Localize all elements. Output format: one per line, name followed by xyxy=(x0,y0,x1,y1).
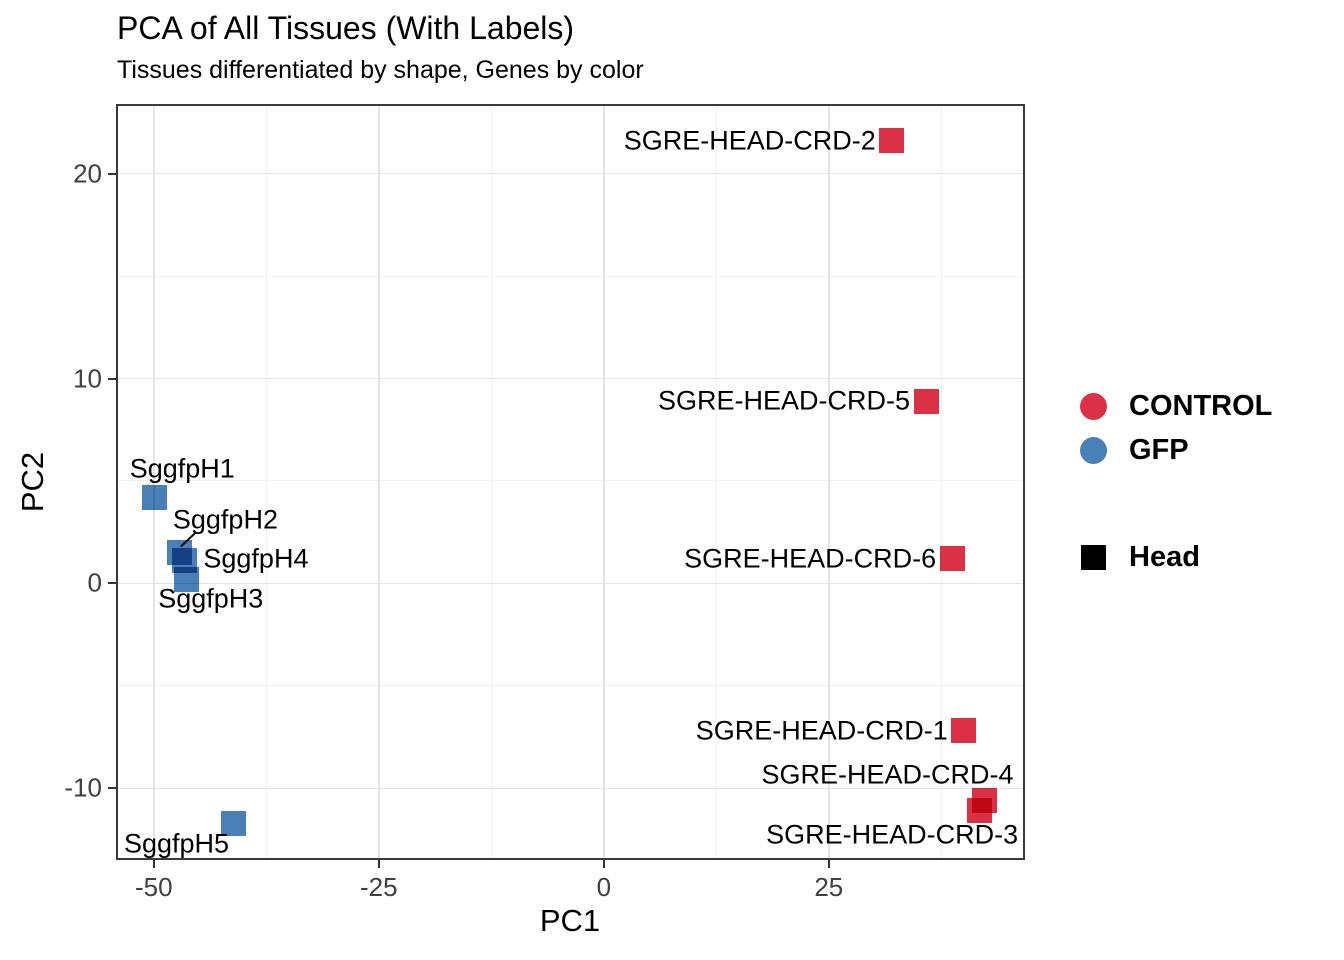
data-point-sgre-head-crd-2 xyxy=(879,128,905,154)
chart-subtitle: Tissues differentiated by shape, Genes b… xyxy=(117,56,644,84)
x-tick-mark xyxy=(377,860,380,868)
legend-color-group: CONTROL GFP xyxy=(1080,384,1272,472)
point-label-sggfph2: SggfpH2 xyxy=(172,504,278,535)
y-minor-gridline xyxy=(116,685,1025,687)
point-label-sgre-head-crd-6: SGRE-HEAD-CRD-6 xyxy=(684,543,937,574)
x-minor-gridline xyxy=(265,104,267,860)
x-major-gridline xyxy=(378,104,380,860)
x-major-gridline xyxy=(153,104,155,860)
data-point-sgre-head-crd-6 xyxy=(939,546,965,572)
circle-icon xyxy=(1080,436,1107,464)
panel-border xyxy=(116,104,1025,860)
legend-label: GFP xyxy=(1129,433,1189,466)
y-tick-label: 10 xyxy=(73,363,102,394)
x-tick-mark xyxy=(602,860,605,868)
y-tick-mark xyxy=(108,172,116,175)
data-point-sggfph3 xyxy=(173,566,199,592)
x-major-gridline xyxy=(603,104,605,860)
legend-shape-group: Head xyxy=(1080,535,1272,579)
point-label-sgre-head-crd-1: SGRE-HEAD-CRD-1 xyxy=(695,715,948,746)
circle-icon xyxy=(1080,392,1107,420)
y-axis-title: PC2 xyxy=(15,451,50,513)
y-tick-label: 0 xyxy=(87,567,102,598)
point-label-sgre-head-crd-4: SGRE-HEAD-CRD-4 xyxy=(761,759,1014,790)
y-minor-gridline xyxy=(116,480,1025,482)
x-tick-mark xyxy=(827,860,830,868)
y-tick-label: 20 xyxy=(73,158,102,189)
point-label-sgre-head-crd-5: SGRE-HEAD-CRD-5 xyxy=(657,385,910,416)
x-tick-mark xyxy=(152,860,155,868)
point-label-sggfph5: SggfpH5 xyxy=(124,828,230,859)
y-tick-mark xyxy=(108,582,116,585)
x-tick-label: 25 xyxy=(814,872,844,902)
x-minor-gridline xyxy=(940,104,942,860)
data-point-sgre-head-crd-3 xyxy=(966,798,992,824)
y-major-gridline xyxy=(116,377,1025,380)
legend-entry-control: CONTROL xyxy=(1080,384,1272,428)
chart-title: PCA of All Tissues (With Labels) xyxy=(117,10,575,46)
data-point-sggfph1 xyxy=(142,484,168,510)
data-point-sgre-head-crd-1 xyxy=(951,718,977,744)
y-minor-gridline xyxy=(116,275,1025,277)
y-tick-mark xyxy=(108,377,116,380)
y-major-gridline xyxy=(116,582,1025,585)
y-major-gridline xyxy=(116,787,1025,790)
x-minor-gridline xyxy=(715,104,717,860)
y-tick-mark xyxy=(108,787,116,790)
point-label-sggfph3: SggfpH3 xyxy=(158,583,264,614)
x-axis-title: PC1 xyxy=(539,903,601,938)
data-point-sgre-head-crd-5 xyxy=(913,388,939,414)
y-tick-label: -10 xyxy=(64,772,102,803)
x-minor-gridline xyxy=(490,104,492,860)
legend-entry-head: Head xyxy=(1080,535,1272,579)
x-major-gridline xyxy=(828,104,830,860)
data-point-sggfph5 xyxy=(220,810,246,836)
point-label-sgre-head-crd-3: SGRE-HEAD-CRD-3 xyxy=(766,819,1019,850)
point-label-sggfph4: SggfpH4 xyxy=(203,543,309,574)
y-major-gridline xyxy=(116,172,1025,175)
square-icon xyxy=(1081,544,1106,570)
legend-entry-gfp: GFP xyxy=(1080,428,1272,472)
x-tick-label: -25 xyxy=(360,872,398,902)
x-tick-label: 0 xyxy=(596,872,612,902)
legend-label: Head xyxy=(1129,540,1200,573)
point-label-sgre-head-crd-2: SGRE-HEAD-CRD-2 xyxy=(623,125,876,156)
x-tick-label: -50 xyxy=(135,872,173,902)
point-label-sggfph1: SggfpH1 xyxy=(129,453,235,484)
legend: CONTROL GFP Head xyxy=(1080,384,1272,579)
legend-label: CONTROL xyxy=(1129,389,1273,422)
